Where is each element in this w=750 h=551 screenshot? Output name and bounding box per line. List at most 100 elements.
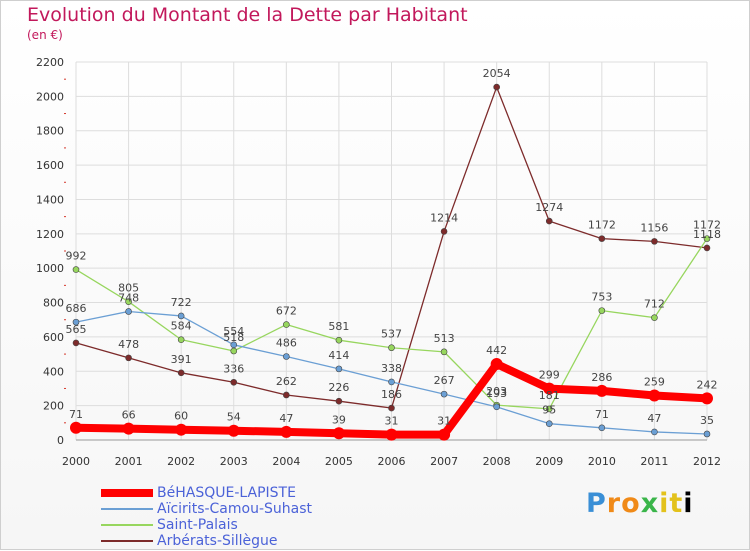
data-point (651, 428, 658, 436)
data-point (177, 336, 185, 343)
data-point (72, 339, 80, 347)
data-label: 1172 (693, 219, 721, 232)
data-point (283, 321, 290, 328)
data-point (701, 392, 713, 405)
data-point (125, 308, 132, 315)
x-tick-label: 2005 (325, 455, 353, 468)
data-label: 286 (591, 371, 612, 384)
data-label: 39 (332, 413, 346, 426)
chart-subtitle: (en €) (27, 28, 63, 42)
x-tick-label: 2004 (272, 455, 300, 468)
data-point (651, 238, 658, 245)
legend-swatch-3 (101, 540, 153, 542)
data-label: 60 (174, 410, 188, 423)
data-point (335, 336, 343, 344)
data-point (545, 420, 553, 427)
data-label: 262 (276, 375, 297, 388)
proxiti-logo: Proxiti (586, 488, 694, 519)
x-tick-label: 2007 (430, 455, 458, 468)
data-point (122, 422, 135, 435)
data-label: 686 (66, 302, 87, 315)
data-label: 259 (644, 375, 665, 388)
legend-label-3: Arbérats-Sillègue (157, 533, 278, 549)
y-tick-label: 1200 (36, 228, 64, 241)
data-point (385, 428, 398, 441)
data-point (438, 428, 451, 441)
data-point (543, 382, 556, 395)
data-label: 518 (223, 331, 244, 344)
data-label: 338 (381, 362, 402, 375)
data-point (388, 378, 395, 386)
data-point (335, 397, 343, 405)
legend-item-1: Aïcirits-Camou-Suhast (101, 501, 361, 517)
y-tick-label: 1600 (36, 159, 64, 172)
data-label: 391 (171, 353, 192, 366)
data-label: 71 (595, 408, 609, 421)
y-tick-label: 1000 (36, 262, 64, 275)
x-tick-label: 2003 (220, 455, 248, 468)
data-point (227, 424, 240, 437)
data-label: 722 (171, 296, 192, 309)
data-label: 478 (118, 338, 139, 351)
data-point (595, 384, 608, 397)
data-label: 537 (381, 328, 402, 341)
y-tick-label: 2200 (36, 56, 64, 69)
grid (75, 61, 708, 441)
legend-label-2: Saint-Palais (157, 517, 238, 533)
legend-item-0: BéHASQUE-LAPISTE (101, 485, 361, 501)
data-label: 66 (122, 409, 136, 422)
data-label: 336 (223, 362, 244, 375)
data-label: 992 (66, 250, 87, 263)
data-label: 193 (486, 387, 507, 400)
data-label: 748 (118, 291, 139, 304)
data-point (72, 318, 80, 326)
data-point (493, 83, 500, 91)
legend-item-3: Arbérats-Sillègue (101, 533, 361, 549)
y-tick-label: 1800 (36, 125, 64, 138)
data-point (177, 369, 185, 377)
legend-swatch-1 (101, 508, 153, 510)
legend: BéHASQUE-LAPISTE Aïcirits-Camou-Suhast S… (101, 485, 361, 549)
data-label: 554 (223, 325, 244, 338)
data-point (651, 314, 658, 321)
data-label: 299 (539, 369, 560, 382)
data-point (125, 298, 132, 305)
y-tick-label: 1400 (36, 193, 64, 206)
legend-swatch-2 (101, 524, 153, 526)
data-point (648, 389, 661, 402)
x-tick-label: 2001 (115, 455, 143, 468)
x-tick-label: 2002 (167, 455, 195, 468)
data-labels: 71 66 60 54 47 39 31 31 442 299 286 259 242 686 748 722… (66, 67, 722, 428)
x-tick-label: 2006 (378, 455, 406, 468)
data-point (335, 365, 343, 373)
y-tick-label: 800 (43, 297, 64, 310)
data-label: 1156 (640, 221, 668, 234)
data-point (440, 348, 448, 356)
series-lines (70, 83, 713, 441)
legend-item-2: Saint-Palais (101, 517, 361, 533)
data-point (703, 430, 711, 438)
data-label: 565 (66, 323, 87, 336)
data-point (283, 391, 290, 399)
data-label: 226 (328, 381, 349, 394)
data-point (440, 390, 448, 398)
data-label: 712 (644, 298, 665, 311)
data-label: 584 (171, 320, 192, 333)
y-tick-label: 2000 (36, 90, 64, 103)
data-label: 181 (539, 389, 560, 402)
data-point (493, 403, 500, 411)
x-tick-label: 2008 (483, 455, 511, 468)
data-point (388, 404, 395, 412)
data-label: 513 (434, 332, 455, 345)
data-label: 1118 (693, 228, 721, 241)
data-point (598, 307, 606, 314)
data-label: 581 (328, 320, 349, 333)
data-point (598, 424, 606, 432)
data-point (230, 341, 238, 349)
x-tick-label: 2012 (693, 455, 721, 468)
data-label: 442 (486, 344, 507, 357)
data-label: 35 (700, 414, 714, 427)
x-tick-label: 2011 (640, 455, 668, 468)
data-point (703, 235, 711, 242)
